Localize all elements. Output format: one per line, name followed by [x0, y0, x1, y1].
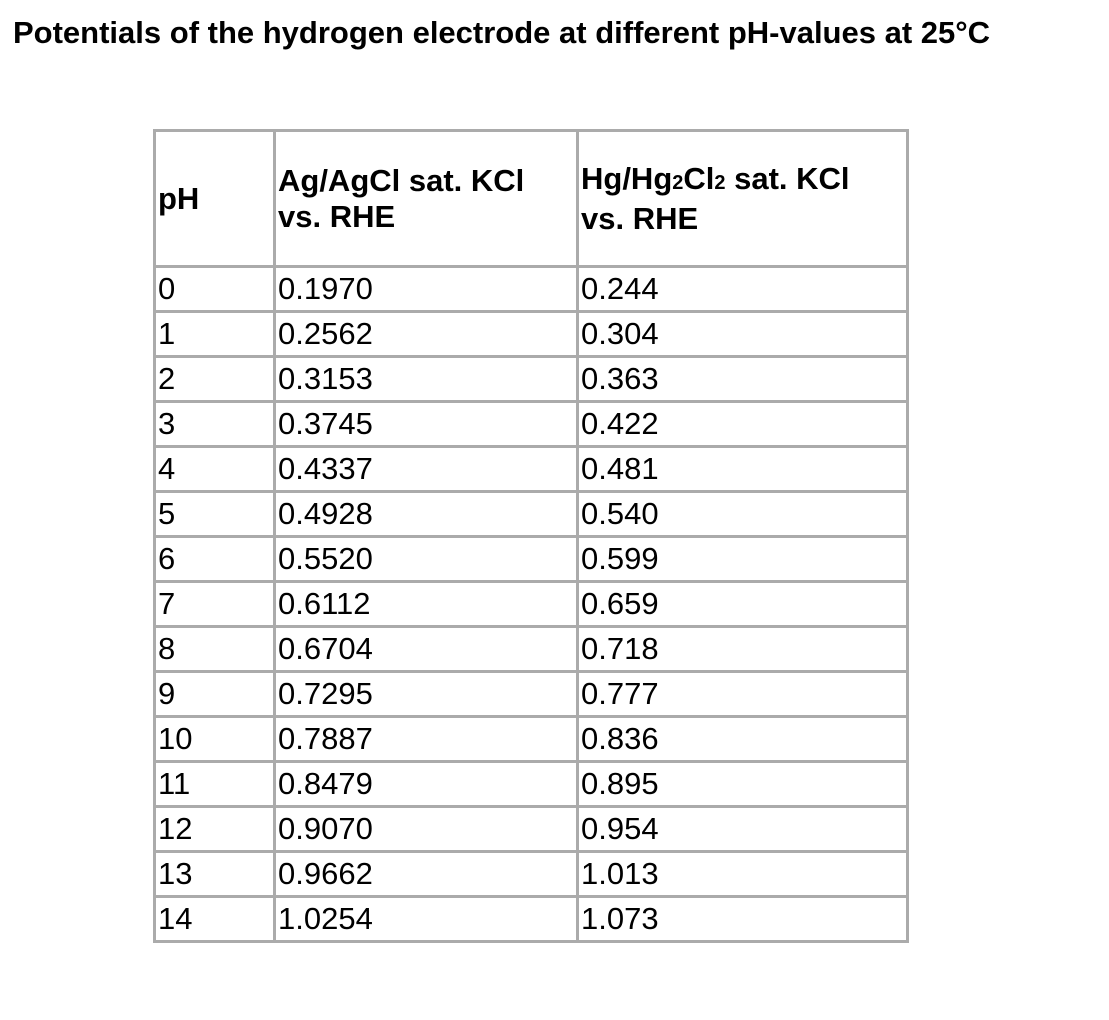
- cell-ag-agcl: 0.7887: [273, 715, 579, 763]
- cell-ph: 6: [153, 535, 276, 583]
- cell-hg-hg2cl2: 0.422: [576, 400, 909, 448]
- cell-ag-agcl: 0.4928: [273, 490, 579, 538]
- cell-hg-hg2cl2: 0.599: [576, 535, 909, 583]
- cell-hg-hg2cl2: 0.836: [576, 715, 909, 763]
- table-row: 7 0.6112 0.659: [153, 580, 909, 628]
- column-header-ag-agcl-reference: vs. RHE: [278, 198, 396, 234]
- hg-formula-subscript: 2: [672, 171, 684, 194]
- cell-ph: 12: [153, 805, 276, 853]
- table-row: 6 0.5520 0.599: [153, 535, 909, 583]
- cell-ph: 0: [153, 265, 276, 313]
- cell-hg-hg2cl2: 0.659: [576, 580, 909, 628]
- cell-ag-agcl: 0.3153: [273, 355, 579, 403]
- table-row: 10 0.7887 0.836: [153, 715, 909, 763]
- table-row: 9 0.7295 0.777: [153, 670, 909, 718]
- column-header-ag-agcl-label: Ag/AgCl sat. KCl: [278, 162, 525, 198]
- column-header-hg-hg2cl2-label: Hg/Hg2Cl2 sat. KCl: [581, 160, 905, 201]
- cell-hg-hg2cl2: 0.954: [576, 805, 909, 853]
- cell-ph: 14: [153, 895, 276, 943]
- table-header-row: pH Ag/AgCl sat. KCl vs. RHE Hg/Hg2Cl2 sa…: [153, 129, 909, 268]
- cell-ph: 13: [153, 850, 276, 898]
- table-row: 14 1.0254 1.073: [153, 895, 909, 943]
- cell-ph: 4: [153, 445, 276, 493]
- table-row: 12 0.9070 0.954: [153, 805, 909, 853]
- cell-ag-agcl: 0.6112: [273, 580, 579, 628]
- cell-ph: 8: [153, 625, 276, 673]
- cell-ph: 3: [153, 400, 276, 448]
- cell-hg-hg2cl2: 0.304: [576, 310, 909, 358]
- potentials-table: pH Ag/AgCl sat. KCl vs. RHE Hg/Hg2Cl2 sa…: [153, 129, 909, 943]
- cell-ag-agcl: 0.9662: [273, 850, 579, 898]
- table-row: 2 0.3153 0.363: [153, 355, 909, 403]
- cell-ph: 7: [153, 580, 276, 628]
- cell-ph: 11: [153, 760, 276, 808]
- cell-ag-agcl: 0.1970: [273, 265, 579, 313]
- cell-ag-agcl: 0.5520: [273, 535, 579, 583]
- cell-ph: 1: [153, 310, 276, 358]
- table-row: 5 0.4928 0.540: [153, 490, 909, 538]
- table-row: 0 0.1970 0.244: [153, 265, 909, 313]
- hg-formula-subscript: 2: [714, 171, 726, 194]
- cell-ag-agcl: 1.0254: [273, 895, 579, 943]
- cell-hg-hg2cl2: 0.718: [576, 625, 909, 673]
- cell-ag-agcl: 0.6704: [273, 625, 579, 673]
- cell-hg-hg2cl2: 1.013: [576, 850, 909, 898]
- cell-ag-agcl: 0.2562: [273, 310, 579, 358]
- cell-hg-hg2cl2: 0.363: [576, 355, 909, 403]
- column-header-hg-hg2cl2: Hg/Hg2Cl2 sat. KCl vs. RHE: [576, 129, 909, 268]
- cell-ag-agcl: 0.9070: [273, 805, 579, 853]
- hg-formula-cl: Cl: [683, 160, 715, 196]
- cell-ag-agcl: 0.4337: [273, 445, 579, 493]
- cell-hg-hg2cl2: 0.895: [576, 760, 909, 808]
- hg-formula-suffix: sat. KCl: [725, 160, 850, 196]
- cell-ag-agcl: 0.8479: [273, 760, 579, 808]
- cell-hg-hg2cl2: 0.540: [576, 490, 909, 538]
- table-row: 13 0.9662 1.013: [153, 850, 909, 898]
- column-header-ag-agcl: Ag/AgCl sat. KCl vs. RHE: [273, 129, 579, 268]
- table-row: 4 0.4337 0.481: [153, 445, 909, 493]
- page-title: Potentials of the hydrogen electrode at …: [13, 15, 991, 50]
- cell-hg-hg2cl2: 1.073: [576, 895, 909, 943]
- table-row: 3 0.3745 0.422: [153, 400, 909, 448]
- cell-ph: 5: [153, 490, 276, 538]
- column-header-hg-hg2cl2-reference: vs. RHE: [581, 200, 699, 236]
- table-row: 8 0.6704 0.718: [153, 625, 909, 673]
- table-row: 11 0.8479 0.895: [153, 760, 909, 808]
- cell-ag-agcl: 0.3745: [273, 400, 579, 448]
- hg-formula-prefix: Hg/Hg: [581, 160, 673, 196]
- cell-hg-hg2cl2: 0.244: [576, 265, 909, 313]
- cell-hg-hg2cl2: 0.481: [576, 445, 909, 493]
- cell-ag-agcl: 0.7295: [273, 670, 579, 718]
- table-row: 1 0.2562 0.304: [153, 310, 909, 358]
- column-header-ph-label: pH: [158, 180, 200, 216]
- table-body: 0 0.1970 0.244 1 0.2562 0.304 2 0.3153 0…: [153, 265, 909, 943]
- cell-ph: 2: [153, 355, 276, 403]
- cell-ph: 9: [153, 670, 276, 718]
- column-header-ph: pH: [153, 129, 276, 268]
- cell-ph: 10: [153, 715, 276, 763]
- cell-hg-hg2cl2: 0.777: [576, 670, 909, 718]
